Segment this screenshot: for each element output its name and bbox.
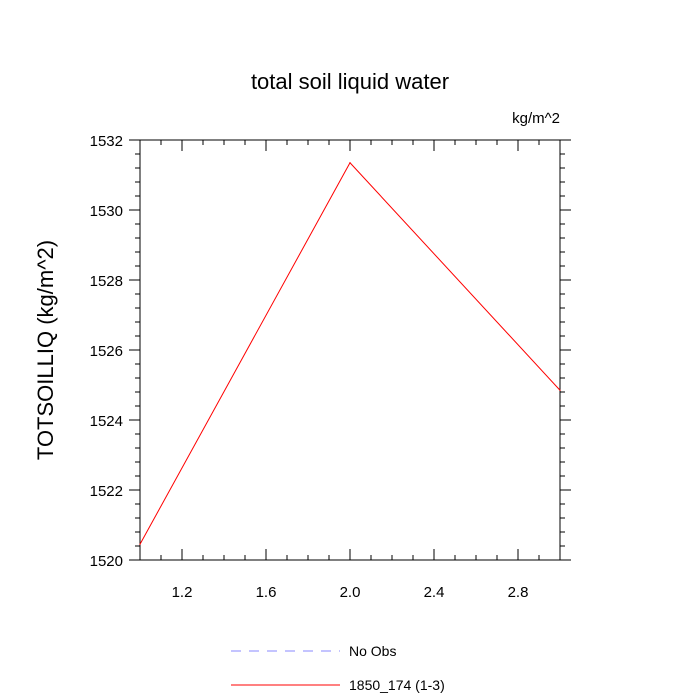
legend: No Obs 1850_174 (1-3) (231, 643, 445, 693)
axis-ticks: 1.2 1.6 2.0 2.4 2.8 1520 1522 1524 1526 1528 1530 1… (90, 133, 571, 601)
x-tick-label: 2.4 (424, 584, 445, 601)
x-tick-label: 1.2 (172, 584, 193, 601)
data-point (139, 543, 141, 545)
series-layer (139, 161, 561, 545)
y-tick-label: 1532 (90, 133, 123, 150)
chart-title: total soil liquid water (251, 69, 449, 94)
y-tick-label: 1524 (90, 413, 123, 430)
series-line-0 (139, 161, 561, 545)
x-tick-label: 2.8 (508, 584, 529, 601)
y-axis-label: TOTSOILLIQ (kg/m^2) (33, 240, 58, 460)
y-tick-label: 1528 (90, 273, 123, 290)
y-tick-label: 1520 (90, 553, 123, 570)
units-label: kg/m^2 (512, 110, 560, 127)
y-tick-label: 1522 (90, 483, 123, 500)
data-point (559, 389, 561, 391)
legend-label-1: 1850_174 (1-3) (349, 677, 445, 693)
x-tick-label: 2.0 (340, 584, 361, 601)
y-tick-label: 1530 (90, 203, 123, 220)
y-tick-label: 1526 (90, 343, 123, 360)
plot-frame (139, 139, 561, 561)
data-point (349, 162, 351, 164)
x-tick-label: 1.6 (256, 584, 277, 601)
legend-label-0: No Obs (349, 643, 396, 659)
